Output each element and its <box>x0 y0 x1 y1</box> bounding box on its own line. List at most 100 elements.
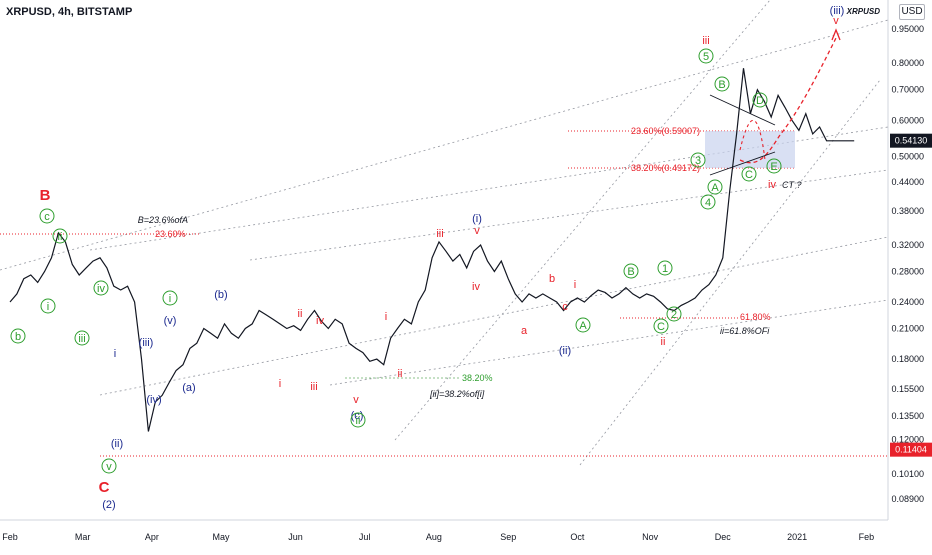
y-tick-label: 0.38000 <box>891 206 924 216</box>
wave-label: C <box>99 479 110 496</box>
fib-b-note: B=23.6%ofA <box>138 215 188 225</box>
fib-2-note: ii=61.8%OFi <box>720 326 770 336</box>
wave-label: ii <box>356 415 361 427</box>
x-tick-label: Mar <box>75 532 91 542</box>
fib-236-label: 23.60%(0.59007) <box>631 126 700 136</box>
wave-label-circle <box>700 194 716 210</box>
wave-label: i <box>574 279 576 291</box>
fib-b-pct: 23.60% <box>155 229 186 239</box>
wave-label: 1 <box>662 263 668 275</box>
wave-label: (a) <box>182 382 195 394</box>
wave-label: 4 <box>705 197 711 209</box>
wave-label: i <box>114 348 116 360</box>
y-tick-label: 0.80000 <box>891 58 924 68</box>
wave-label-circle <box>653 318 669 334</box>
wave-label-circle <box>766 158 782 174</box>
currency-button[interactable]: USD <box>899 4 925 20</box>
y-tick-label: 0.60000 <box>891 115 924 125</box>
x-tick-label: Dec <box>715 532 732 542</box>
channel-line <box>0 19 889 271</box>
wave-label-circle <box>575 317 591 333</box>
x-tick-label: Feb <box>859 532 875 542</box>
last-price-tag <box>890 133 932 148</box>
wave-label: ii <box>298 308 303 320</box>
level-price-tag <box>890 442 932 457</box>
wave-label: (iv) <box>146 394 161 406</box>
y-tick-label: 0.18000 <box>891 354 924 364</box>
wave-label-circle <box>698 48 714 64</box>
y-tick-label: 0.95000 <box>891 24 924 34</box>
fib-382-label: 38.20%(0.49172) <box>631 163 700 173</box>
last-price-label: 0.54130 <box>895 136 928 146</box>
wave-label: D <box>756 95 764 107</box>
wave-label: 3 <box>695 155 701 167</box>
wave-label: ii <box>661 336 666 348</box>
level-price-label: 0.11404 <box>895 445 927 455</box>
wave-label: b <box>15 331 21 343</box>
wave-label: i <box>169 293 171 305</box>
triangle-line <box>709 151 776 176</box>
wave-label-circle <box>666 306 682 322</box>
wave-label: i <box>47 301 49 313</box>
wave-label: E <box>770 161 777 173</box>
channel-line <box>99 236 889 396</box>
y-tick-label: 0.10100 <box>891 469 924 479</box>
wave-label: A <box>711 182 719 194</box>
x-tick-label: Jun <box>288 532 303 542</box>
wave-label-circle <box>714 76 730 92</box>
wave-label: iii <box>436 228 443 240</box>
y-tick-label: 0.08900 <box>891 494 924 504</box>
wave-label: v <box>353 394 359 406</box>
wave-label: i <box>279 378 281 390</box>
wave-label: c <box>44 211 50 223</box>
wave-label-circle <box>752 92 768 108</box>
channel-line <box>249 169 889 261</box>
triangle-line <box>709 94 776 126</box>
wave-label: (ii) <box>111 438 123 450</box>
y-tick-label: 0.12000 <box>891 435 924 445</box>
y-tick-label: 0.50000 <box>891 151 924 161</box>
wave-label: iv <box>472 281 480 293</box>
wave-label-circle <box>52 228 68 244</box>
wave-label: (2) <box>102 499 115 511</box>
wave-label: ii <box>398 368 403 380</box>
wave-label: C <box>745 169 753 181</box>
wave-label: v <box>106 461 112 473</box>
wave-label-circle <box>350 412 366 428</box>
wave-label: (ii) <box>559 345 571 357</box>
channel-line <box>579 79 881 466</box>
wave-label-circle <box>74 330 90 346</box>
wave-label: iv <box>316 315 324 327</box>
arrow-head <box>831 28 841 41</box>
x-tick-label: Jul <box>359 532 371 542</box>
wave-label: 2 <box>671 309 677 321</box>
wave-label: ii <box>58 231 63 243</box>
ct-note: CT ? <box>782 180 802 190</box>
x-tick-label: Apr <box>145 532 159 542</box>
wave-label: B <box>40 187 51 204</box>
fib-ii-note: [ii]=38.2%of[i] <box>429 389 485 399</box>
wave-label: v <box>474 225 480 237</box>
wave-label: C <box>657 321 665 333</box>
wave-label: c <box>562 301 568 313</box>
x-tick-label: May <box>213 532 231 542</box>
y-tick-label: 0.24000 <box>891 297 924 307</box>
x-tick-label: Oct <box>570 532 585 542</box>
wave-label-circle <box>101 458 117 474</box>
wave-label-circle <box>93 280 109 296</box>
projection-path <box>739 37 837 164</box>
wave-label: A <box>579 320 587 332</box>
y-tick-label: 0.21000 <box>891 324 924 334</box>
y-tick-label: 0.32000 <box>891 240 924 250</box>
y-tick-label: 0.44000 <box>891 177 924 187</box>
wave-label: 5 <box>703 51 709 63</box>
wave-label: iii <box>78 333 85 345</box>
y-tick-label: 0.13500 <box>891 411 924 421</box>
wave-label-circle <box>690 152 706 168</box>
y-tick-label: 0.70000 <box>891 85 924 95</box>
wave-label: B <box>718 79 725 91</box>
wave-label: b <box>549 273 555 285</box>
wave-label-circle <box>10 328 26 344</box>
